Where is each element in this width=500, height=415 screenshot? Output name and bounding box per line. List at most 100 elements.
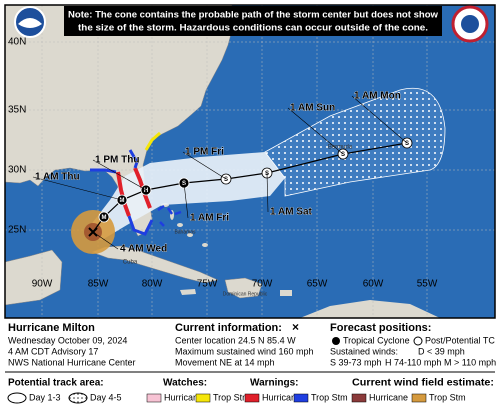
nws-logo-center — [461, 15, 479, 33]
storm-date: Wednesday October 09, 2024 — [8, 335, 127, 345]
forecast-point-symbol: M — [102, 215, 107, 221]
forecast-time-label: 1 AM Sun — [290, 103, 335, 114]
longitude-label: 60W — [363, 279, 384, 290]
cone-day-1-3 — [85, 152, 285, 240]
label-leader — [351, 95, 408, 144]
wind-class: H 74-110 mph — [385, 357, 441, 367]
forecast-point — [98, 211, 110, 223]
warning-dash — [157, 204, 165, 212]
forecast-positions-title: Forecast positions: — [330, 322, 431, 334]
wind-class: M > 110 mph — [444, 357, 496, 367]
day-4-5-swatch — [68, 392, 88, 404]
forecast-point-symbol: S — [224, 177, 228, 183]
storm-watch — [144, 131, 161, 151]
longitude-label: 85W — [88, 279, 109, 290]
puerto-rico — [280, 290, 292, 296]
latitude-label: 30N — [8, 165, 26, 176]
latitude-label: 35N — [8, 105, 26, 116]
island — [187, 233, 193, 237]
label-leader — [92, 159, 147, 191]
note-line: the size of the storm. Hazardous conditi… — [78, 22, 428, 32]
longitude-label: 70W — [252, 279, 273, 290]
hurricane-watch-label: Hurricane — [164, 392, 203, 402]
storm-advisory: 4 AM CDT Advisory 17 — [8, 346, 98, 356]
storm-warning-northeast — [128, 149, 139, 169]
info-panel: Hurricane Milton Wednesday October 09, 2… — [5, 320, 496, 404]
label-leader — [183, 182, 189, 219]
warning-dash — [159, 221, 165, 227]
forecast-point-symbol: H — [144, 188, 148, 194]
hurricane-wind-swatch — [351, 393, 367, 403]
longitude-label: 90W — [32, 279, 53, 290]
note-line: Note: The cone contains the probable pat… — [68, 9, 439, 19]
storm-wind-label: Trop Stm — [429, 392, 466, 402]
forecast-time-label: 1 AM Thu — [35, 172, 80, 183]
forecast-time-label: 1 PM Fri — [185, 147, 224, 158]
tropical-cyclone-label: Tropical Cyclone — [343, 335, 410, 345]
hispaniola — [224, 277, 263, 299]
post-tc-symbol — [413, 336, 423, 346]
storm-warning-keys — [127, 215, 154, 236]
mexico — [5, 249, 63, 306]
warning-dash — [174, 210, 182, 216]
label-leader — [182, 151, 227, 180]
label-leader — [287, 107, 344, 155]
forecast-time-label: 1 AM Sat — [270, 207, 313, 218]
storm-wind-swatch — [411, 393, 427, 403]
latitude-label: 25N — [8, 225, 26, 236]
storm-watch-label: Trop Stm — [213, 392, 250, 402]
bahamas-warnings — [157, 204, 182, 227]
map: 40N 35N 30N 25N 90W 85W 80W 75W 70W 65W 60W 55W 4 A… — [5, 5, 495, 318]
storm-watch-swatch — [195, 393, 211, 403]
forecast-time-label: 1 AM Mon — [354, 91, 401, 102]
hurricane-warning-swatch — [244, 393, 260, 403]
track-title: Potential track area: — [8, 378, 104, 389]
longitude-label: 80W — [142, 279, 163, 290]
place-label: Bermuda — [328, 145, 353, 151]
forecast-points: 4 AM Wed M M 1 AM Thu H 1 PM Thu S 1 AM Fri S 1 P… — [32, 90, 413, 255]
hurricane-warning-label: Hurricane — [262, 392, 301, 402]
longitude-label: 75W — [197, 279, 218, 290]
forecast-point-symbol: S — [405, 141, 409, 147]
label-leader — [92, 231, 119, 250]
post-tc-label: Post/Potential TC — [425, 335, 495, 345]
label-leader — [266, 172, 269, 213]
warnings-title: Warnings: — [250, 378, 299, 389]
map-frame — [4, 4, 496, 319]
sustained-winds-title: Sustained winds: — [330, 346, 398, 356]
cone-day-4-5 — [264, 88, 446, 197]
day-1-3-swatch — [7, 392, 27, 404]
forecast-time-label: 4 AM Wed — [120, 244, 167, 255]
island — [202, 243, 208, 247]
warning-dash — [166, 207, 174, 215]
forecast-point-symbol: S — [341, 152, 345, 158]
noaa-logo-bird — [18, 18, 42, 28]
place-label: Bahamas — [174, 229, 196, 235]
wind-class: D < 39 mph — [418, 346, 465, 356]
jamaica — [180, 289, 196, 295]
day-1-3-label: Day 1-3 — [29, 392, 61, 402]
cuba-land — [91, 245, 219, 284]
watches-title: Watches: — [163, 378, 207, 389]
longitude-label: 55W — [417, 279, 438, 290]
current-info-title: Current information: — [175, 322, 282, 334]
current-info-icon: × — [292, 320, 299, 334]
hurricane-wind-label: Hurricane — [369, 392, 408, 402]
storm-warning-swatch — [293, 393, 309, 403]
place-labels: Bermuda Bahamas Cuba Dominican Republic — [123, 145, 353, 298]
latitude-label: 40N — [8, 37, 26, 48]
longitude-label: 65W — [307, 279, 328, 290]
wind-field-title: Current wind field estimate: — [352, 378, 494, 389]
label-leader — [32, 176, 123, 201]
hurricane-watch-swatch — [146, 393, 162, 403]
current-info-line: Movement NE at 14 mph — [175, 357, 275, 367]
storm-warning-label: Trop Stm — [311, 392, 348, 402]
storm-name: Hurricane Milton — [8, 322, 95, 334]
storm-issuer: NWS National Hurricane Center — [8, 357, 136, 367]
wind-class: S 39-73 mph — [330, 357, 382, 367]
note-box — [64, 6, 442, 36]
south-america — [300, 300, 440, 318]
forecast-time-label: 1 PM Thu — [95, 155, 139, 166]
